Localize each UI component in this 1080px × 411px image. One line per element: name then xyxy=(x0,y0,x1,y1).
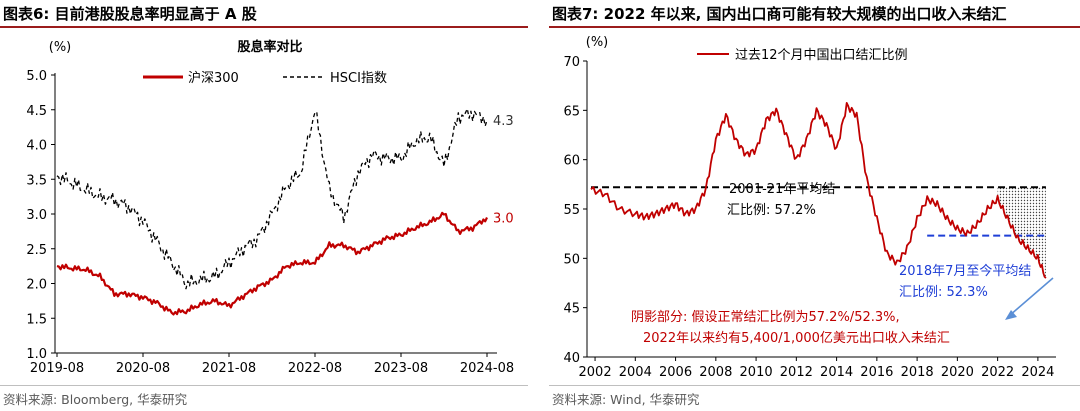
right-y-tick-label: 45 xyxy=(563,302,580,317)
right-x-tick-label: 2022 xyxy=(981,365,1014,380)
left-source-rule xyxy=(0,385,528,386)
right-x-tick-label: 2024 xyxy=(1021,365,1054,380)
left-y-unit: (%) xyxy=(49,40,72,55)
right-legend: 过去12个月中国出口结汇比例 xyxy=(697,48,908,63)
right-y-tick-label: 70 xyxy=(563,55,580,70)
series-line-hsci xyxy=(56,108,488,290)
left-x-tick-label: 2022-08 xyxy=(288,361,342,376)
left-y-tick-label: 1.5 xyxy=(26,312,47,327)
end-label-csi300: 3.0 xyxy=(493,211,514,226)
avg-label-2001-21-line2: 汇比例: 57.2% xyxy=(727,203,816,218)
avg-label-2001-21-line1: 2001-21年平均结 xyxy=(729,182,835,197)
right-x-tick-label: 2006 xyxy=(659,365,692,380)
left-x-tick-label: 2021-08 xyxy=(202,361,256,376)
left-chart-title: 股息率对比 xyxy=(237,39,302,55)
right-source: 资料来源: Wind, 华泰研究 xyxy=(552,392,700,407)
right-y-tick-label: 40 xyxy=(563,351,580,366)
left-legend: 沪深300 HSCI指数 xyxy=(143,70,387,86)
series-line-settlement xyxy=(590,102,1047,279)
right-y-unit: (%) xyxy=(586,35,609,50)
left-y-tick-label: 2.5 xyxy=(26,243,47,258)
right-x-tick-label: 2018 xyxy=(901,365,934,380)
left-y-tick-label: 4.0 xyxy=(26,139,47,154)
legend-label-hsci: HSCI指数 xyxy=(330,71,387,86)
right-x-tick-label: 2014 xyxy=(820,365,853,380)
right-y-tick-label: 65 xyxy=(563,104,580,119)
left-y-tick-label: 5.0 xyxy=(26,69,47,84)
left-source: 资料来源: Bloomberg, 华泰研究 xyxy=(3,392,188,407)
left-y-tick-label: 2.0 xyxy=(26,278,47,293)
right-x-tick-label: 2020 xyxy=(941,365,974,380)
right-x-tick-label: 2004 xyxy=(619,365,652,380)
right-y-tick-label: 55 xyxy=(563,203,580,218)
right-x-tick-label: 2012 xyxy=(780,365,813,380)
right-y-tick-label: 60 xyxy=(563,154,580,169)
right-x-tick-label: 2008 xyxy=(699,365,732,380)
left-x-tick-label: 2019-08 xyxy=(30,361,84,376)
left-y-tick-label: 3.5 xyxy=(26,173,47,188)
dividend-yield-chart: (%) 股息率对比 5.0 4.5 4.0 3.5 3.0 2.5 2.0 1.5 1.0201… xyxy=(26,39,514,376)
left-y-tick-label: 3.0 xyxy=(26,208,47,223)
right-x-tick-label: 2002 xyxy=(579,365,612,380)
left-x-tick-label: 2023-08 xyxy=(374,361,428,376)
right-y-tick-label: 50 xyxy=(563,252,580,267)
shade-annotation-line1: 阴影部分: 假设正常结汇比例为57.2%/52.3%, xyxy=(631,310,900,325)
avg-label-since-2018-line2: 汇比例: 52.3% xyxy=(899,285,988,300)
shaded-unsettled-area xyxy=(997,187,1046,279)
right-x-tick-label: 2016 xyxy=(860,365,893,380)
left-figure-title: 图表6: 目前港股股息率明显高于 A 股 xyxy=(3,5,257,23)
left-title-rule xyxy=(0,26,528,28)
avg-label-since-2018-line1: 2018年7月至今平均结 xyxy=(899,263,1031,279)
series-line-csi300 xyxy=(56,211,488,316)
left-x-tick-label: 2024-08 xyxy=(460,361,514,376)
right-figure-title: 图表7: 2022 年以来, 国内出口商可能有较大规模的出口收入未结汇 xyxy=(552,5,1007,23)
annotation-arrow-head xyxy=(1005,310,1017,320)
right-x-tick-label: 2010 xyxy=(740,365,773,380)
end-label-hsci: 4.3 xyxy=(493,114,514,129)
right-title-rule xyxy=(549,26,1080,28)
legend-label-csi300: 沪深300 xyxy=(188,70,239,86)
annotation-arrow xyxy=(1008,277,1054,317)
left-x-tick-label: 2020-08 xyxy=(116,361,170,376)
shade-annotation-line2: 2022年以来约有5,400/1,000亿美元出口收入未结汇 xyxy=(643,331,950,346)
legend-label-settlement: 过去12个月中国出口结汇比例 xyxy=(735,48,908,63)
right-source-rule xyxy=(549,385,1080,386)
left-y-tick-label: 1.0 xyxy=(26,347,47,362)
left-y-tick-label: 4.5 xyxy=(26,104,47,119)
